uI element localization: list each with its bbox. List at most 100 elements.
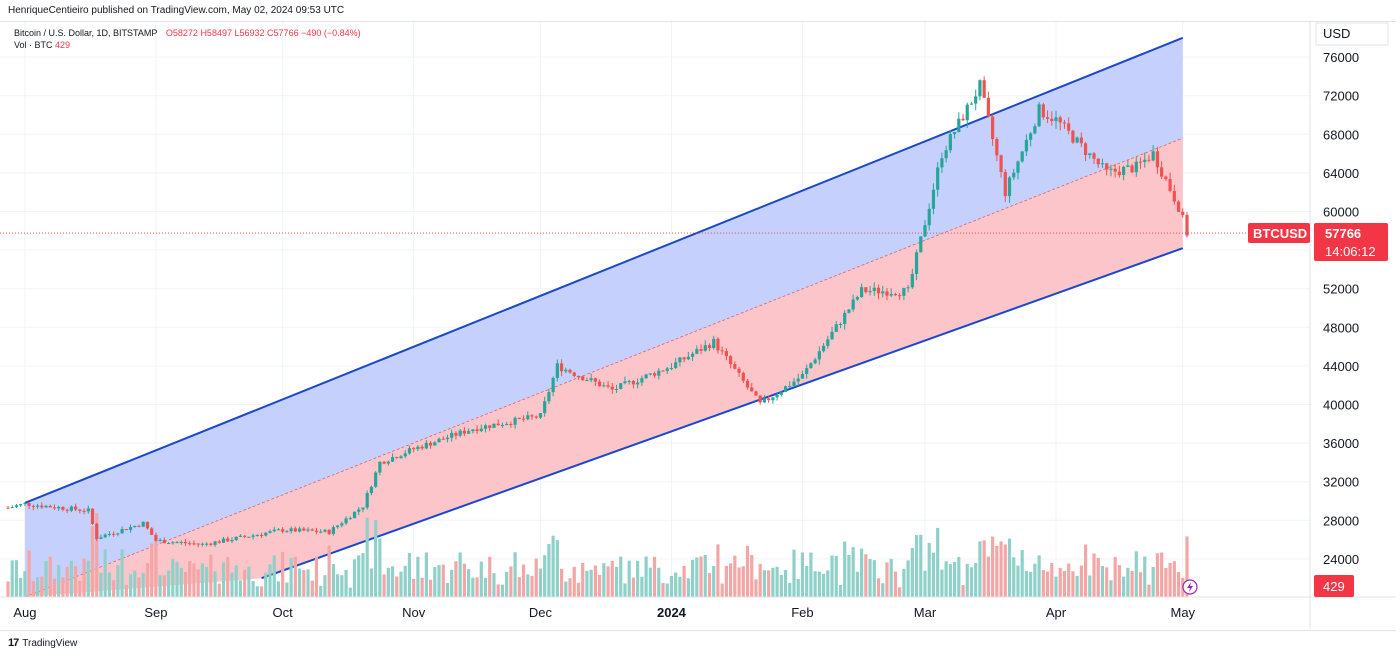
- volume-bar: [48, 556, 52, 597]
- volume-bar: [526, 574, 530, 597]
- candle-body: [314, 530, 319, 532]
- legend-symbol-row: Bitcoin / U.S. Dollar, 1D, BITSTAMP O582…: [14, 27, 361, 39]
- price-tick-label: 40000: [1323, 398, 1359, 413]
- time-tick-label: Dec: [529, 605, 553, 620]
- volume-tag-value: 429: [1323, 579, 1345, 594]
- volume-bar: [809, 552, 813, 597]
- candle-body: [352, 511, 357, 519]
- candle-body: [644, 374, 648, 379]
- candle-body: [991, 116, 995, 139]
- volume-bar: [952, 561, 957, 597]
- candle-body: [754, 391, 758, 396]
- candle-body: [1045, 117, 1050, 119]
- price-tick-label: 76000: [1323, 50, 1359, 65]
- volume-bar: [331, 563, 335, 597]
- volume-bar: [657, 567, 661, 597]
- volume-bar: [974, 562, 978, 597]
- legend-volume-label[interactable]: Vol · BTC: [14, 40, 53, 50]
- volume-bar: [462, 563, 466, 597]
- legend-close: C57766: [267, 28, 299, 38]
- volume-bar: [137, 577, 141, 597]
- candle-body: [931, 189, 936, 209]
- candle-body: [902, 288, 906, 296]
- volume-bar: [517, 577, 521, 597]
- volume-bar: [251, 581, 255, 597]
- candle-body: [661, 370, 665, 372]
- candle-body: [65, 509, 69, 511]
- legend-symbol[interactable]: Bitcoin / U.S. Dollar, 1D, BITSTAMP: [14, 28, 158, 38]
- volume-bar: [450, 569, 454, 597]
- footer-brand[interactable]: 17 TradingView: [8, 637, 77, 649]
- volume-bar: [923, 570, 927, 597]
- lightning-icon-glyph: [1187, 582, 1193, 592]
- volume-bar: [302, 570, 306, 597]
- candle-body: [509, 423, 513, 425]
- volume-bar: [614, 566, 619, 597]
- time-tick-label: Nov: [402, 605, 426, 620]
- price-tick-label: 64000: [1323, 166, 1359, 181]
- volume-bar: [652, 556, 657, 597]
- legend-open: O58272: [165, 28, 198, 38]
- candle-body: [297, 528, 302, 532]
- candle-body: [441, 438, 445, 440]
- candle-body: [35, 505, 40, 507]
- volume-bar: [188, 560, 192, 597]
- volume-bar: [893, 571, 898, 597]
- candle-body: [551, 377, 555, 393]
- volume-bar: [737, 567, 741, 597]
- currency-box[interactable]: [1315, 22, 1389, 46]
- volume-bar: [1138, 572, 1143, 597]
- candle-body: [1007, 177, 1012, 197]
- candle-body: [716, 338, 720, 351]
- volume-bar: [821, 573, 826, 597]
- candle-body: [745, 380, 750, 388]
- candle-body: [327, 529, 331, 534]
- candle-body: [948, 134, 952, 151]
- volume-bar: [940, 569, 944, 597]
- volume-bar: [555, 540, 559, 597]
- volume-bar: [44, 561, 48, 597]
- candle-body: [513, 417, 517, 425]
- volume-bar: [23, 571, 27, 597]
- candle-body: [559, 363, 564, 372]
- channel-lower-line[interactable]: [261, 247, 1184, 580]
- volume-bar: [175, 561, 179, 597]
- candle-body: [196, 543, 200, 545]
- time-tick-label: Sep: [144, 605, 167, 620]
- volume-bar: [14, 560, 19, 597]
- candle-body: [319, 531, 323, 533]
- volume-bar: [602, 563, 606, 597]
- volume-bar: [585, 570, 589, 597]
- candle-body: [357, 509, 361, 512]
- candle-body: [90, 508, 95, 524]
- candle-body: [762, 398, 767, 403]
- volume-bar: [931, 552, 936, 597]
- candle-body: [141, 521, 145, 527]
- volume-bar: [1130, 571, 1134, 597]
- candle-body: [1100, 163, 1105, 165]
- candle-body: [1020, 151, 1024, 162]
- volume-bar: [927, 542, 931, 597]
- volume-bar: [762, 570, 767, 597]
- time-axis[interactable]: Aug Sep Oct Nov Dec 2024 Feb Mar Apr May: [0, 596, 1396, 620]
- candle-body: [526, 415, 530, 420]
- candle-body: [69, 506, 73, 511]
- volume-bar: [259, 586, 264, 597]
- volume-bar: [576, 582, 581, 597]
- volume-bar: [407, 552, 412, 597]
- volume-bar: [1007, 538, 1012, 597]
- candle-body: [205, 543, 209, 545]
- volume-bar: [40, 576, 44, 597]
- price-tick-label: 24000: [1323, 552, 1359, 567]
- volume-bar: [551, 535, 555, 597]
- candle-body: [826, 339, 830, 346]
- volume-bar: [636, 560, 640, 597]
- volume-bar: [648, 567, 652, 597]
- volume-bar: [1020, 550, 1024, 597]
- volume-bar: [640, 576, 644, 597]
- price-axis[interactable]: USD 760007200068000640006000056000520004…: [1309, 22, 1389, 629]
- volume-bar: [572, 566, 576, 597]
- volume-bar: [6, 581, 10, 597]
- candle-body: [712, 338, 716, 349]
